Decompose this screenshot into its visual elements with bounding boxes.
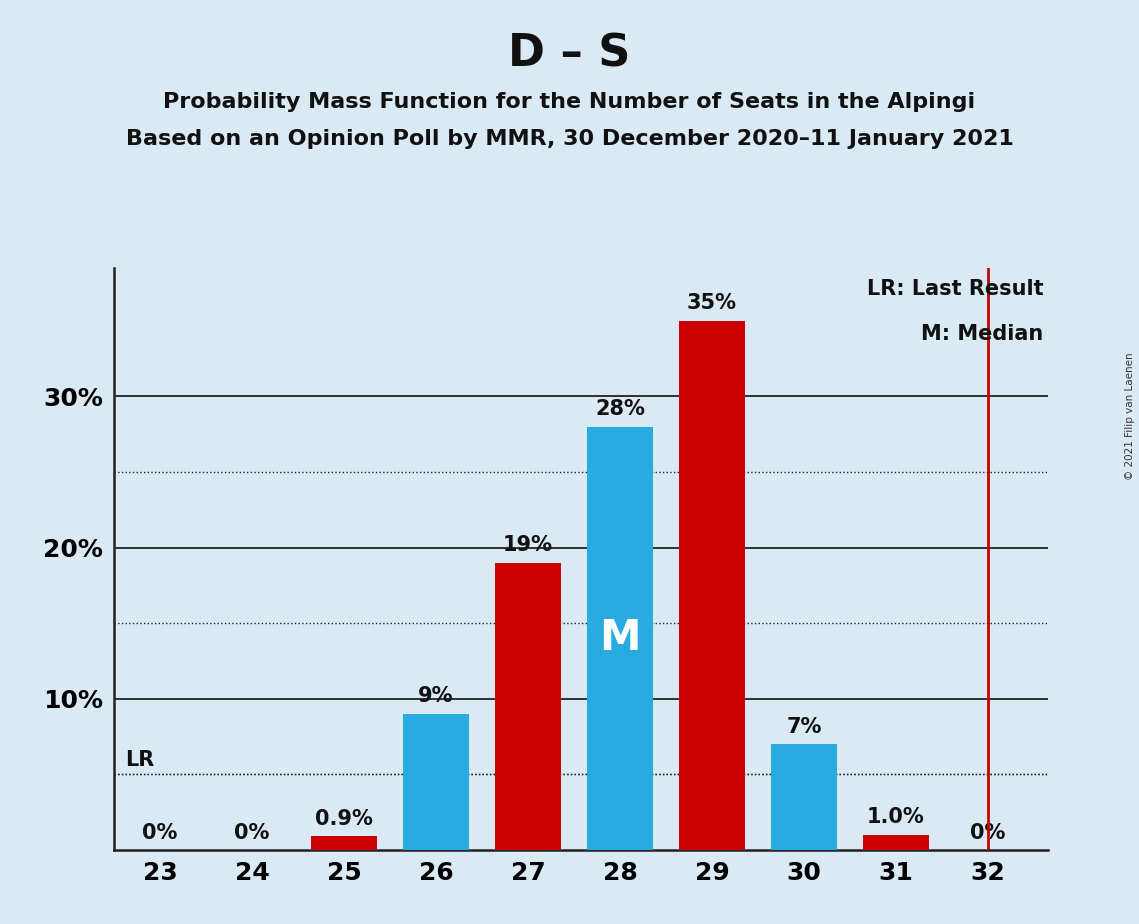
Bar <box>863 835 929 850</box>
Text: 1.0%: 1.0% <box>867 808 925 827</box>
Text: 0%: 0% <box>142 822 178 843</box>
Text: M: M <box>599 617 641 660</box>
Text: 35%: 35% <box>687 293 737 313</box>
Text: LR: Last Result: LR: Last Result <box>867 278 1043 298</box>
Text: 9%: 9% <box>418 687 453 707</box>
Bar <box>587 427 653 850</box>
Text: 28%: 28% <box>595 399 645 419</box>
Text: 0.9%: 0.9% <box>316 808 372 829</box>
Bar <box>679 321 745 850</box>
Text: M: Median: M: Median <box>921 324 1043 344</box>
Text: © 2021 Filip van Laenen: © 2021 Filip van Laenen <box>1125 352 1134 480</box>
Text: 0%: 0% <box>970 822 1006 843</box>
Bar <box>494 563 562 850</box>
Text: Probability Mass Function for the Number of Seats in the Alpingi: Probability Mass Function for the Number… <box>163 92 976 113</box>
Bar <box>771 744 837 850</box>
Bar <box>403 714 469 850</box>
Text: Based on an Opinion Poll by MMR, 30 December 2020–11 January 2021: Based on an Opinion Poll by MMR, 30 Dece… <box>125 129 1014 150</box>
Text: 19%: 19% <box>503 535 552 555</box>
Text: 0%: 0% <box>235 822 270 843</box>
Text: D – S: D – S <box>508 32 631 76</box>
Text: LR: LR <box>125 750 154 770</box>
Text: 7%: 7% <box>786 717 821 736</box>
Bar <box>311 836 377 850</box>
